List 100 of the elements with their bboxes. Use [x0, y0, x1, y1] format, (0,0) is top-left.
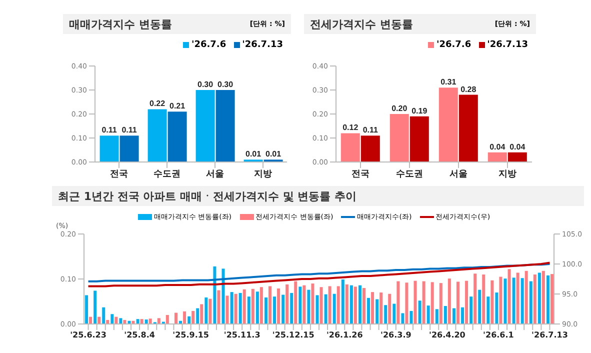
bar	[100, 136, 119, 162]
bar	[435, 309, 438, 324]
bar	[148, 109, 167, 162]
x-tick-label: 전국	[110, 169, 128, 180]
bar	[430, 282, 434, 324]
bar	[410, 310, 413, 324]
data-label: 0.30	[218, 80, 234, 89]
bar	[414, 280, 417, 324]
chart-title: 매매가격지수 변동률	[69, 16, 172, 32]
bar	[222, 268, 225, 324]
data-label: 0.12	[342, 123, 359, 132]
data-label: 0.11	[102, 126, 118, 135]
chart-title: 전세가격지수 변동률	[310, 16, 413, 32]
bar	[376, 299, 379, 324]
bar	[465, 280, 468, 324]
bar	[140, 319, 144, 324]
bar	[448, 278, 451, 324]
bar	[114, 316, 118, 324]
bar	[439, 283, 442, 324]
bar	[256, 292, 259, 324]
bar	[148, 318, 152, 324]
bar	[247, 296, 250, 324]
bar	[461, 307, 464, 324]
bar	[550, 274, 554, 324]
bar	[217, 290, 220, 324]
x-tick-label: '26.1.26	[326, 330, 364, 340]
x-tick-label: '25.6.23	[70, 330, 106, 340]
bar	[438, 88, 458, 162]
bar	[316, 295, 319, 324]
bar	[174, 312, 178, 324]
data-label: 0.20	[392, 104, 408, 113]
x-tick-label: 수도권	[154, 169, 180, 180]
bar	[208, 298, 212, 324]
bar	[418, 300, 422, 324]
bar	[360, 136, 380, 162]
bar	[371, 292, 374, 324]
bar	[188, 316, 191, 324]
bar	[213, 266, 216, 324]
bar	[350, 285, 353, 324]
x-tick-label: 서울	[206, 169, 224, 180]
legend-label: '26.7.13	[242, 40, 283, 50]
legend-label: '26.7.6	[191, 40, 226, 50]
data-label: 0.04	[510, 142, 526, 152]
bar	[242, 289, 246, 324]
bar	[520, 278, 524, 324]
bar	[354, 286, 357, 324]
bar	[324, 294, 328, 324]
bar	[277, 288, 280, 324]
bar	[98, 316, 101, 324]
bar	[478, 290, 482, 324]
data-label: 0.30	[198, 80, 214, 89]
bar	[216, 90, 235, 162]
bar	[422, 281, 426, 324]
data-label: 0.28	[460, 84, 477, 94]
chart-title: 최근 1년간 전국 아파트 매매ㆍ전세가격지수 및 변동률 추이	[58, 188, 356, 204]
bar	[200, 304, 204, 324]
legend-label: '26.7.13	[487, 40, 528, 50]
x-tick-label: 전국	[352, 169, 370, 180]
bar	[89, 316, 92, 324]
bar	[320, 287, 323, 324]
data-label: 0.01	[266, 150, 282, 159]
x-tick-label: '25.8.4	[124, 330, 156, 340]
x-tick-label: '25.11.3	[224, 330, 260, 340]
line-series	[87, 262, 551, 288]
x-tick-label: 지방	[498, 169, 516, 180]
bar	[504, 278, 507, 324]
bar	[294, 281, 298, 324]
bar	[120, 136, 139, 162]
bar	[546, 275, 550, 324]
bar	[192, 310, 195, 324]
bar	[486, 296, 490, 324]
bar	[426, 306, 430, 324]
bar	[234, 294, 238, 324]
bar	[345, 284, 348, 324]
bar	[238, 292, 242, 324]
bar	[196, 308, 200, 324]
bar	[512, 278, 516, 324]
bar	[533, 274, 536, 324]
bar	[268, 286, 272, 324]
bar	[282, 294, 285, 324]
data-label: 0.19	[412, 106, 428, 116]
bar	[336, 286, 340, 324]
bar	[516, 272, 520, 324]
bar	[94, 290, 97, 324]
x-tick-label: '25.9.15	[172, 330, 210, 340]
bar	[470, 296, 473, 324]
x-tick-label: 서울	[450, 169, 468, 180]
bar	[367, 298, 370, 324]
data-label: 0.21	[170, 102, 186, 111]
bar	[392, 304, 396, 324]
bar	[401, 313, 404, 324]
bar	[362, 288, 366, 324]
bar	[166, 315, 169, 324]
bar	[102, 307, 106, 324]
data-label: 0.04	[490, 142, 506, 152]
data-label: 0.22	[150, 99, 166, 108]
bar	[396, 281, 400, 324]
bar	[168, 112, 187, 162]
bar	[524, 270, 528, 324]
bar	[230, 292, 234, 324]
